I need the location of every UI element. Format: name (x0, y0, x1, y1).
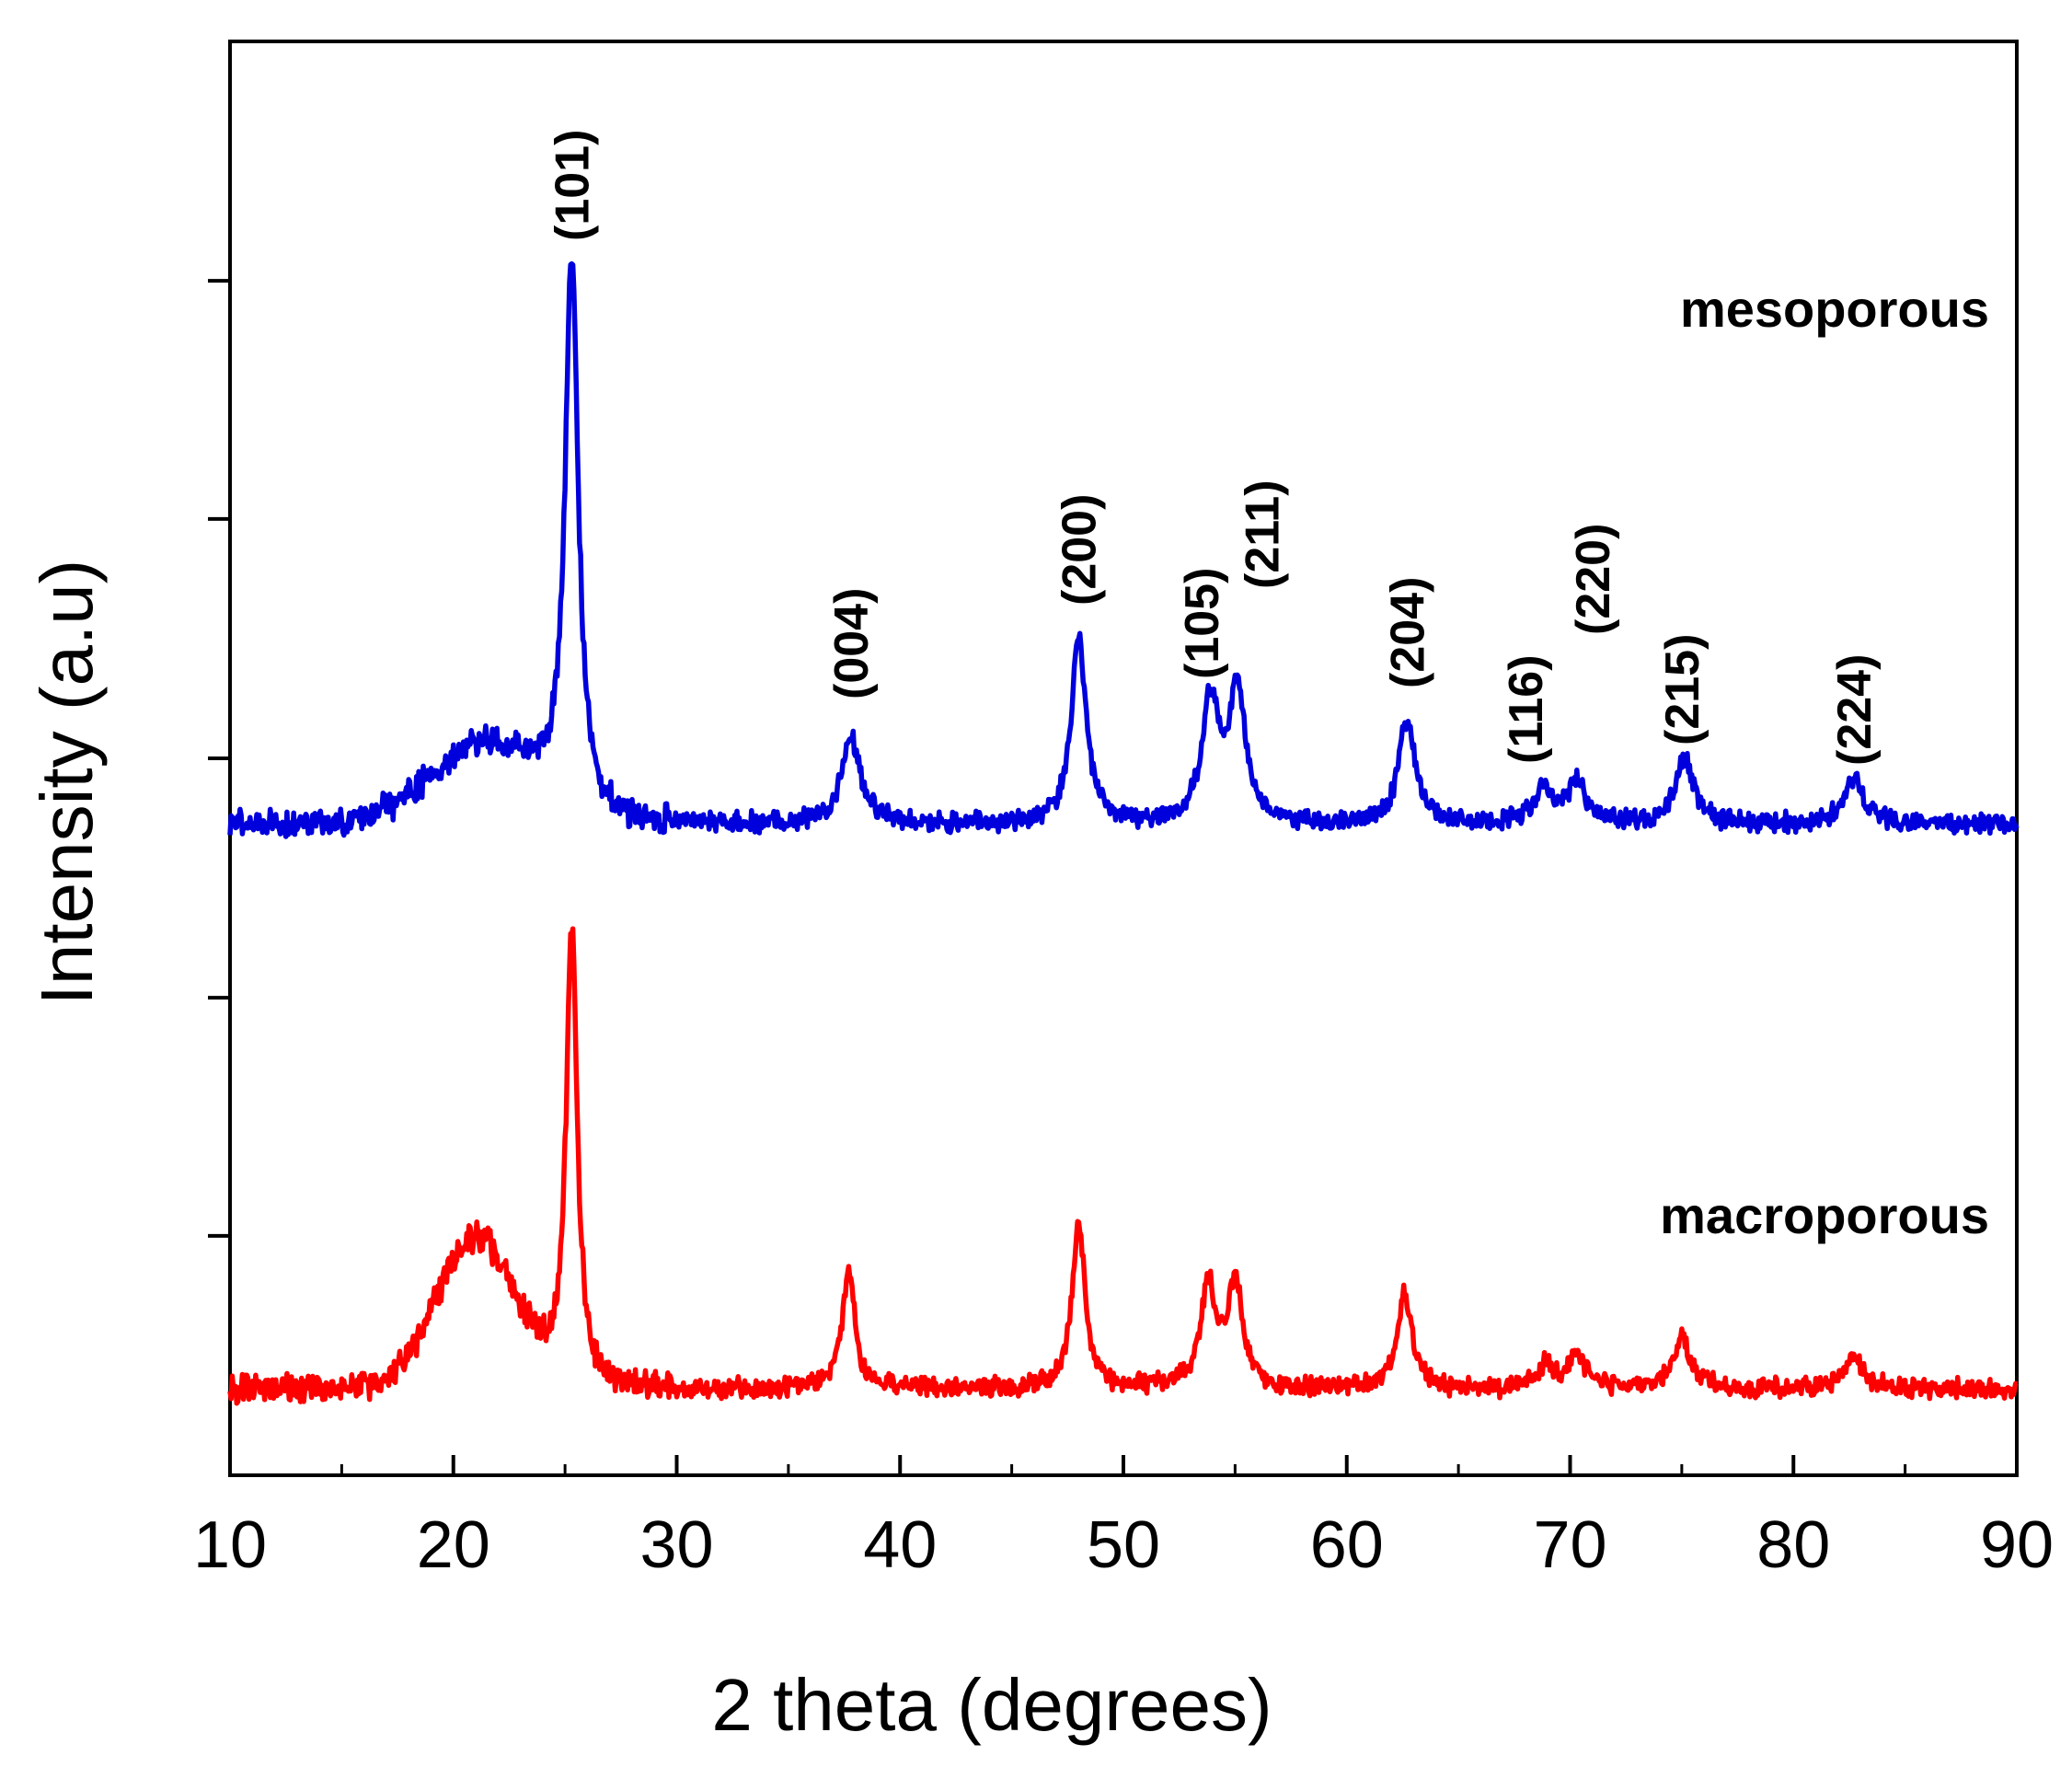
peak-label: (004) (825, 588, 879, 699)
peak-label: (220) (1567, 524, 1620, 635)
x-tick-label: 10 (193, 1508, 267, 1582)
y-axis-title: Intensity (a.u) (26, 560, 108, 1006)
series-line-mesoporous (227, 260, 2020, 839)
x-tick-label: 30 (639, 1508, 713, 1582)
peak-label: (204) (1381, 577, 1434, 688)
series-layer: mesoporous macroporous (227, 260, 2020, 1406)
annotation-layer: (101) (004) (200) (105)(211) (204) (116) (220)… (546, 130, 1881, 766)
series-label-mesoporous: mesoporous (1680, 280, 1989, 338)
x-tick-label: 70 (1533, 1508, 1606, 1582)
series-line-macroporous (227, 926, 2019, 1406)
peak-label: (224) (1828, 654, 1882, 766)
peak-label: (101) (546, 130, 599, 241)
x-tick-label: 80 (1756, 1508, 1830, 1582)
peak-label: (215) (1656, 634, 1709, 745)
x-tick-label: 20 (417, 1508, 490, 1582)
series-label-macroporous: macroporous (1660, 1186, 1989, 1244)
x-tick-label: 90 (1980, 1508, 2054, 1582)
x-tick-label: 50 (1087, 1508, 1160, 1582)
peak-label: (116) (1500, 654, 1553, 764)
x-tick-label: 40 (863, 1508, 937, 1582)
x-axis-title: 2 theta (degrees) (711, 1664, 1272, 1746)
axes: 10 20 30 40 50 60 70 80 90 (193, 40, 2054, 1582)
peak-label: (211) (1237, 479, 1290, 589)
peak-label: (105) (1176, 568, 1229, 679)
peak-label: (200) (1053, 494, 1106, 606)
x-tick-label: 60 (1310, 1508, 1384, 1582)
